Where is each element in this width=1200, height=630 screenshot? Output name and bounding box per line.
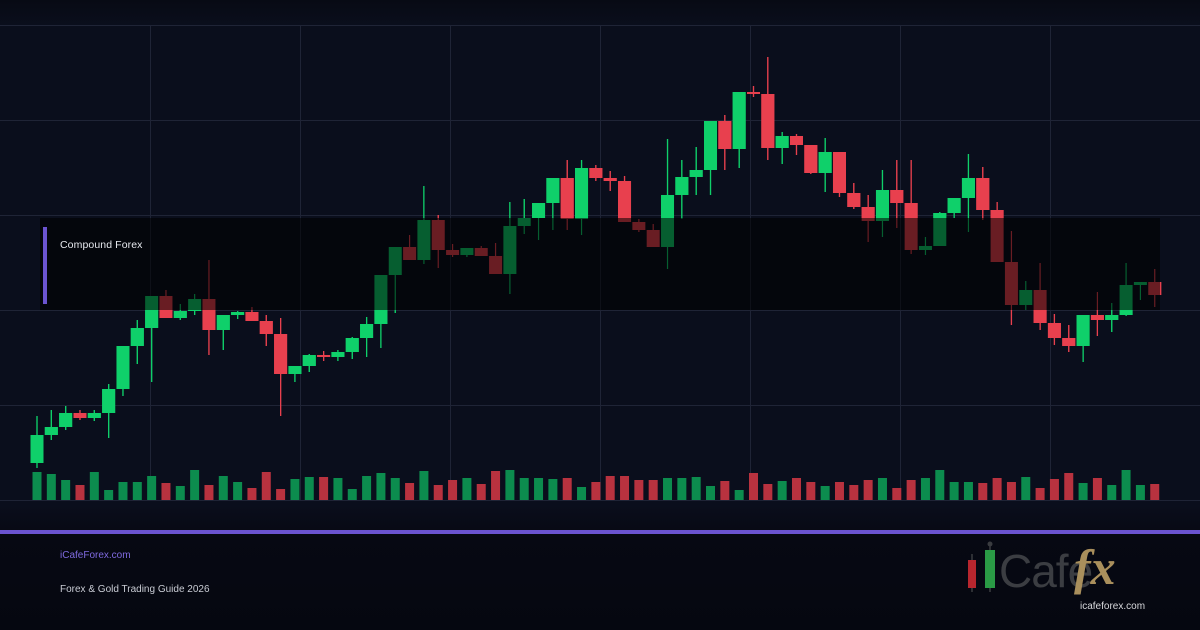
volume-series <box>32 470 1160 500</box>
icafefx-logo: Cafe fx icafeforex.com <box>964 539 1164 620</box>
logo-wordmark: Cafe <box>999 545 1093 597</box>
logo-fx: fx <box>1074 539 1116 595</box>
footer-divider <box>0 530 1200 534</box>
logo-url: icafeforex.com <box>1080 601 1146 612</box>
overlay-accent-bar <box>43 227 47 304</box>
chart-title: Compound Forex <box>60 239 143 251</box>
guide-subtitle: Forex & Gold Trading Guide 2026 <box>60 584 210 595</box>
title-overlay <box>40 218 1160 310</box>
logo-candles-icon <box>968 541 995 592</box>
site-link[interactable]: iCafeForex.com <box>60 550 131 561</box>
